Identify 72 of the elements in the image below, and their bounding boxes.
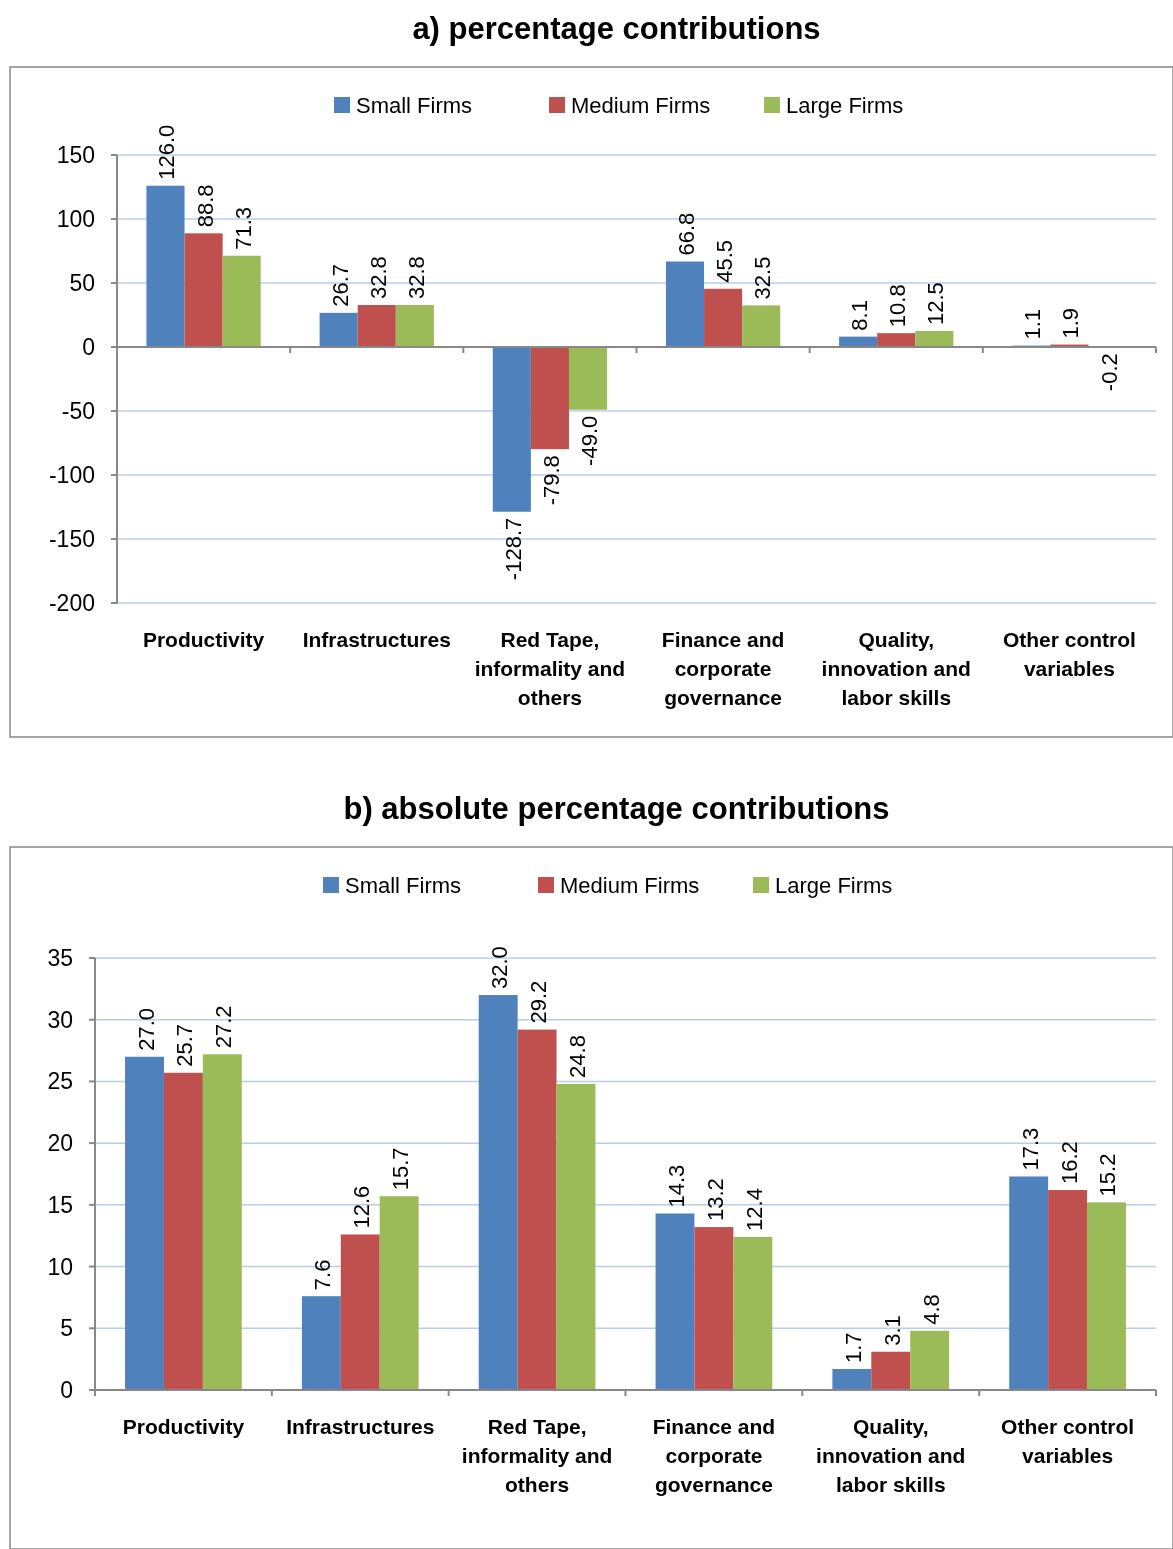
x-tick-label: Quality, innovation and labor skills <box>816 1415 966 1496</box>
y-tick-label: -200 <box>48 590 95 617</box>
data-label: -0.2 <box>1096 353 1122 392</box>
data-label: 12.4 <box>741 1188 767 1231</box>
data-label: 27.2 <box>211 1005 237 1049</box>
y-tick-label: -50 <box>61 398 95 425</box>
y-tick-label: 15 <box>47 1191 73 1218</box>
x-tick-label: Red Tape, informality and others <box>474 628 626 709</box>
legend-label: Large Firms <box>786 92 904 118</box>
legend-label: Small Firms <box>356 92 473 118</box>
x-tick-label: Productivity <box>122 1415 245 1438</box>
data-label: 26.7 <box>327 264 353 307</box>
data-label: 32.0 <box>487 946 513 990</box>
x-tick-label: Finance and corporate governance <box>661 628 785 709</box>
y-tick-label: 150 <box>56 142 95 169</box>
legend-label: Medium Firms <box>560 872 700 898</box>
data-label: 24.8 <box>564 1035 590 1078</box>
data-label: 10.8 <box>885 284 911 328</box>
x-tick-label: Other control variables <box>1002 628 1136 680</box>
data-label: 32.5 <box>750 256 776 300</box>
x-tick-label: Other control variables <box>1001 1415 1135 1467</box>
data-label: 12.6 <box>349 1185 375 1229</box>
data-label: -49.0 <box>577 415 603 466</box>
data-label: 25.7 <box>172 1023 198 1067</box>
x-tick-label: Red Tape, informality and others <box>461 1415 613 1496</box>
data-label: 15.7 <box>388 1147 414 1191</box>
legend-label: Large Firms <box>775 872 893 898</box>
x-tick-label: Quality, innovation and labor skills <box>821 628 971 709</box>
data-label: -128.7 <box>500 517 526 581</box>
data-label: 17.3 <box>1017 1127 1043 1171</box>
y-tick-label: 5 <box>60 1315 73 1342</box>
data-label: 13.2 <box>702 1178 728 1222</box>
data-label: -79.8 <box>538 455 564 506</box>
data-label: 88.8 <box>192 184 218 228</box>
legend-label: Medium Firms <box>571 92 711 118</box>
data-label: 126.0 <box>154 124 180 180</box>
y-tick-label: 10 <box>47 1253 73 1280</box>
data-label: 8.1 <box>847 300 873 331</box>
y-tick-label: 25 <box>47 1068 73 1095</box>
data-label: 15.2 <box>1095 1153 1121 1197</box>
y-tick-label: 0 <box>60 1377 73 1404</box>
data-label: 4.8 <box>918 1294 944 1325</box>
data-label: 45.5 <box>712 239 738 283</box>
data-label: 71.3 <box>230 206 256 250</box>
data-label: 3.1 <box>879 1315 905 1346</box>
y-tick-label: -100 <box>48 462 95 489</box>
data-label: 27.0 <box>133 1007 159 1051</box>
y-tick-label: 35 <box>47 945 73 972</box>
data-label: 32.8 <box>403 256 429 300</box>
y-tick-label: 0 <box>82 334 95 361</box>
data-label: 32.8 <box>365 256 391 300</box>
y-tick-label: 100 <box>56 206 95 233</box>
y-tick-label: 30 <box>47 1006 73 1033</box>
x-tick-label: Infrastructures <box>286 1415 435 1438</box>
chart-title: a) percentage contributions <box>412 11 821 46</box>
data-label: 1.1 <box>1020 309 1046 340</box>
data-label: 66.8 <box>673 212 699 256</box>
y-tick-label: 50 <box>69 270 95 297</box>
data-label: 7.6 <box>310 1259 336 1291</box>
x-tick-label: Infrastructures <box>302 628 451 651</box>
x-tick-label: Productivity <box>142 628 265 651</box>
data-label: 14.3 <box>664 1164 690 1208</box>
data-label: 29.2 <box>526 980 552 1024</box>
data-label: 1.9 <box>1058 307 1084 339</box>
data-label: 1.7 <box>840 1332 866 1364</box>
data-label: 16.2 <box>1056 1141 1082 1185</box>
legend-label: Small Firms <box>345 872 462 898</box>
data-label: 12.5 <box>923 282 949 325</box>
chart-title: b) absolute percentage contributions <box>343 791 890 826</box>
y-tick-label: 20 <box>47 1130 73 1157</box>
y-tick-label: -150 <box>48 526 95 553</box>
x-tick-label: Finance and corporate governance <box>652 1415 776 1496</box>
